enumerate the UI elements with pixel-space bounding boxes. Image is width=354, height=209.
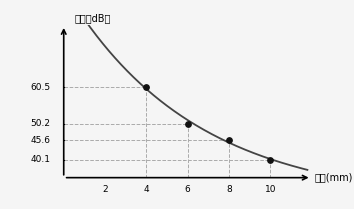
Point [185,122,190,125]
Text: 45.6: 45.6 [30,136,50,145]
Text: 40.1: 40.1 [30,155,50,164]
Text: 壁厚(mm): 壁厚(mm) [315,173,353,183]
Text: 8: 8 [226,185,232,194]
Text: 6: 6 [185,185,190,194]
Point [143,85,149,89]
Text: 10: 10 [264,185,276,194]
Point [267,158,273,161]
Text: 4: 4 [143,185,149,194]
Point [226,138,232,142]
Text: 50.2: 50.2 [30,119,50,128]
Text: 波幅（dB）: 波幅（dB） [74,13,110,23]
Text: 60.5: 60.5 [30,83,50,92]
Text: 2: 2 [102,185,108,194]
